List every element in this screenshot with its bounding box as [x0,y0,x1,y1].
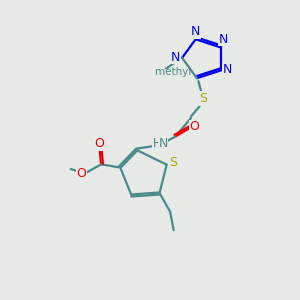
Text: O: O [95,137,104,150]
Text: N: N [191,25,200,38]
Text: N: N [223,63,232,76]
Text: O: O [76,167,86,180]
Text: O: O [190,120,200,133]
Text: N: N [158,137,168,150]
Text: N: N [171,51,180,64]
Text: methyl: methyl [155,67,192,76]
Text: N: N [218,33,228,46]
Text: S: S [169,156,177,169]
Text: H: H [153,137,161,150]
Text: S: S [200,92,207,105]
